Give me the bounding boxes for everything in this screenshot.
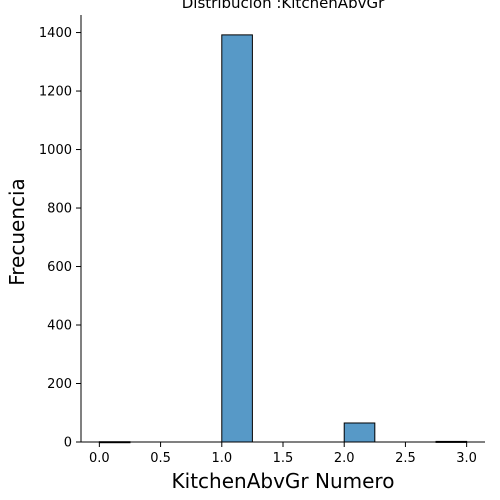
y-tick-label: 600: [47, 260, 72, 275]
x-tick-label: 2.5: [395, 451, 416, 466]
y-tick-label: 400: [47, 319, 72, 334]
bars-group: [98, 34, 468, 444]
x-ticks: 0.0 0.5 1.0 1.5 2.0 2.5 3.0: [89, 442, 477, 466]
histogram-bar: [221, 34, 253, 443]
chart-title: Distribución :KitchenAbvGr: [182, 0, 385, 12]
y-tick-label: 1200: [39, 85, 72, 100]
y-ticks: 0 200 400 600 800 1000 1200 1400: [39, 26, 81, 451]
x-axis-label: KitchenAbvGr Numero: [172, 469, 395, 493]
y-tick-label: 800: [47, 202, 72, 217]
x-tick-label: 1.5: [273, 451, 294, 466]
y-tick-label: 1000: [39, 143, 72, 158]
y-tick-label: 0: [64, 436, 72, 451]
x-tick-label: 2.0: [334, 451, 355, 466]
x-tick-label: 3.0: [456, 451, 477, 466]
y-tick-label: 200: [47, 377, 72, 392]
histogram-bar: [343, 422, 376, 443]
y-tick-label: 1400: [39, 26, 72, 41]
x-tick-label: 1.0: [211, 451, 232, 466]
y-axis-label: Frecuencia: [5, 178, 29, 286]
x-tick-label: 0.0: [89, 451, 110, 466]
x-tick-label: 0.5: [150, 451, 171, 466]
